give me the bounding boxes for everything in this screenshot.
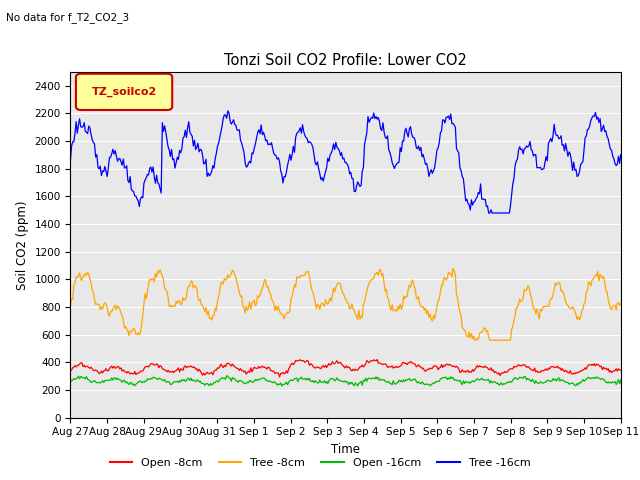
Title: Tonzi Soil CO2 Profile: Lower CO2: Tonzi Soil CO2 Profile: Lower CO2 [224, 53, 467, 68]
Y-axis label: Soil CO2 (ppm): Soil CO2 (ppm) [16, 200, 29, 289]
FancyBboxPatch shape [76, 74, 172, 110]
Text: TZ_soilco2: TZ_soilco2 [92, 87, 157, 97]
Legend: Open -8cm, Tree -8cm, Open -16cm, Tree -16cm: Open -8cm, Tree -8cm, Open -16cm, Tree -… [105, 453, 535, 472]
Text: No data for f_T2_CO2_3: No data for f_T2_CO2_3 [6, 12, 129, 23]
X-axis label: Time: Time [331, 443, 360, 456]
